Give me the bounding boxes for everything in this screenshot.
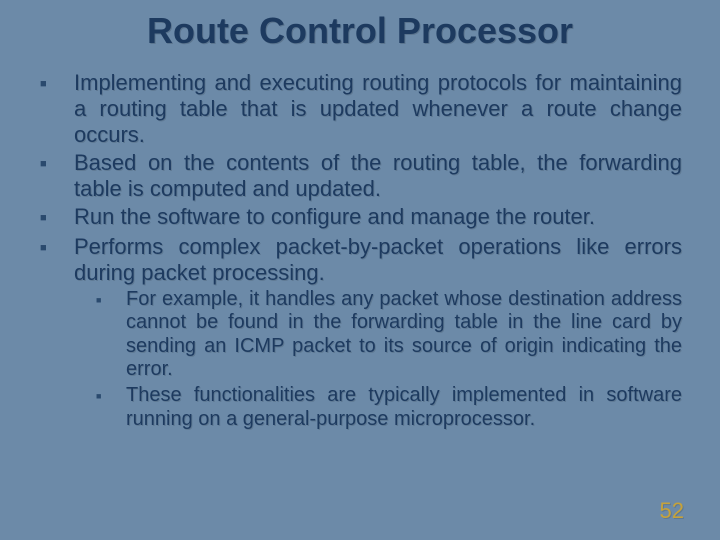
list-text: Based on the contents of the routing tab… — [74, 150, 682, 202]
square-bullet-icon: ■ — [96, 288, 126, 312]
slide-title: Route Control Processor — [30, 10, 690, 52]
list-item: ■ Run the software to configure and mana… — [38, 204, 682, 232]
sub-list-item: ■ These functionalities are typically im… — [96, 384, 682, 431]
sub-list: ■ For example, it handles any packet who… — [74, 288, 682, 432]
list-text: Run the software to configure and manage… — [74, 204, 682, 230]
square-bullet-icon: ■ — [38, 150, 74, 178]
square-bullet-icon: ■ — [38, 234, 74, 262]
page-number: 52 — [660, 498, 684, 524]
sub-list-text: For example, it handles any packet whose… — [126, 288, 682, 382]
sub-list-item: ■ For example, it handles any packet who… — [96, 288, 682, 382]
square-bullet-icon: ■ — [38, 70, 74, 98]
sub-list-text: These functionalities are typically impl… — [126, 384, 682, 431]
list-item: ■ Implementing and executing routing pro… — [38, 70, 682, 148]
square-bullet-icon: ■ — [96, 384, 126, 408]
square-bullet-icon: ■ — [38, 204, 74, 232]
slide-content: ■ Implementing and executing routing pro… — [30, 70, 690, 431]
slide: Route Control Processor ■ Implementing a… — [0, 0, 720, 540]
list-item: ■ Based on the contents of the routing t… — [38, 150, 682, 202]
list-text: Performs complex packet-by-packet operat… — [74, 234, 682, 286]
list-text: Implementing and executing routing proto… — [74, 70, 682, 148]
list-item: ■ Performs complex packet-by-packet oper… — [38, 234, 682, 286]
